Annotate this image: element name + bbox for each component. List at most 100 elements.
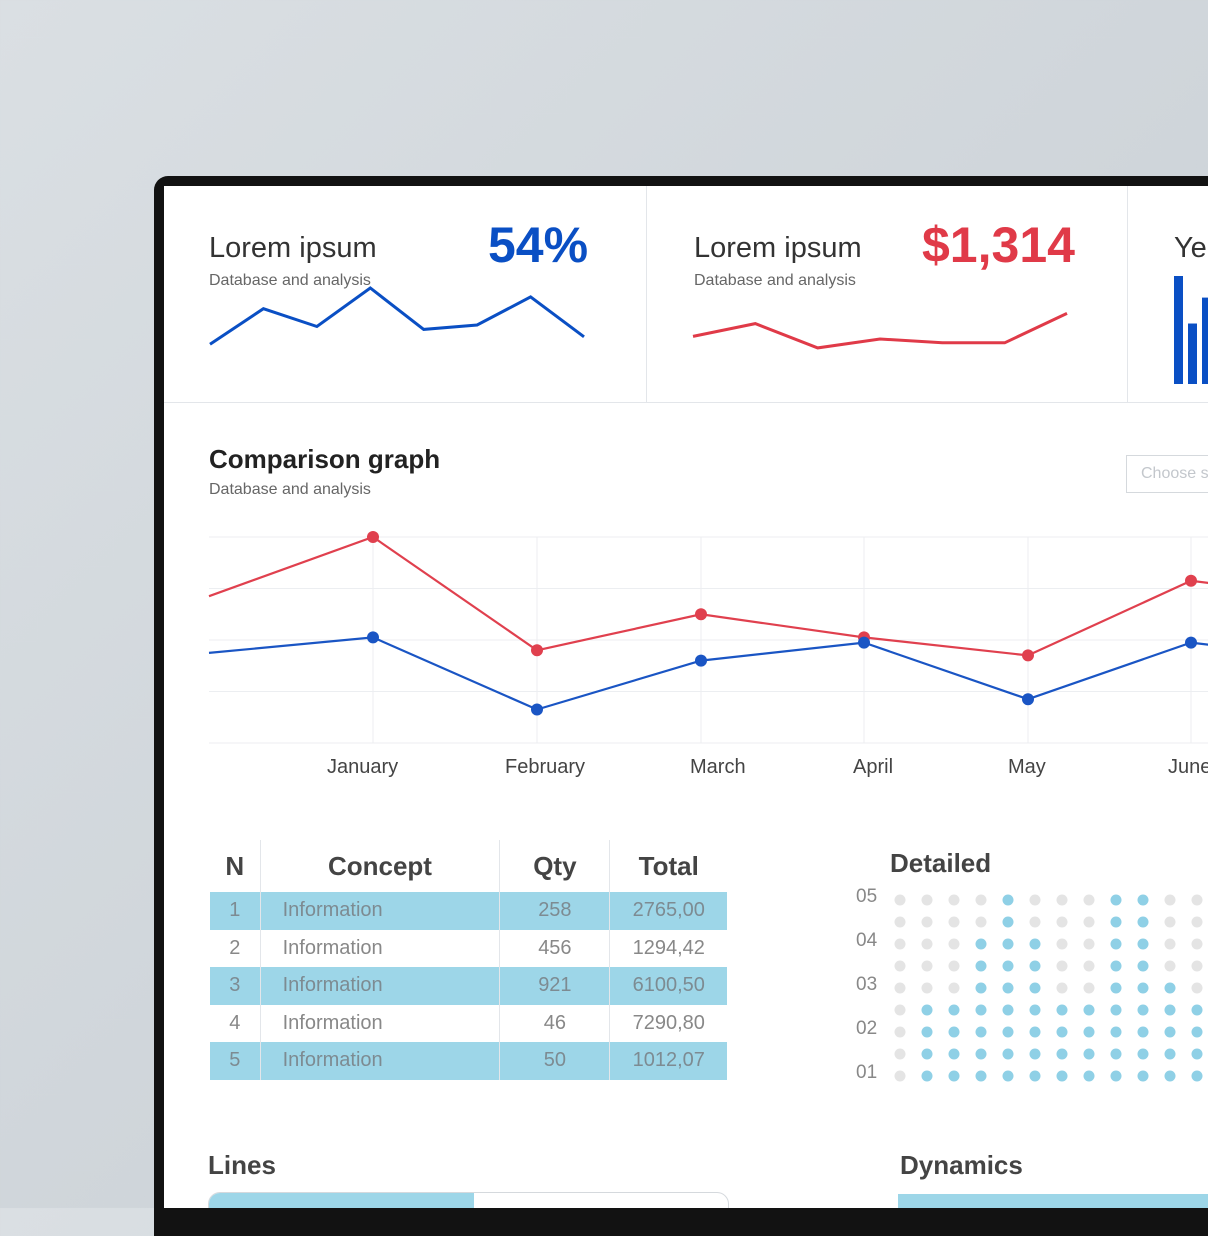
matrix-dot (1110, 938, 1122, 950)
matrix-dot (948, 916, 960, 928)
matrix-dot (894, 1004, 906, 1016)
table-cell: 7290,80 (632, 1011, 705, 1034)
matrix-dot (1083, 960, 1095, 972)
matrix-dot (948, 982, 960, 994)
matrix-dot (948, 938, 960, 950)
bar (1202, 297, 1208, 384)
matrix-dot (921, 1004, 933, 1016)
card-title: Lorem ipsum (694, 232, 862, 264)
table-cell: Information (260, 967, 500, 1005)
matrix-dot (948, 894, 960, 906)
table-cell: 2765,00 (609, 892, 727, 930)
matrix-dot (975, 894, 987, 906)
matrix-dot (1002, 894, 1014, 906)
matrix-dot (1137, 916, 1149, 928)
matrix-dot (921, 1048, 933, 1060)
matrix-dot (1083, 1004, 1095, 1016)
matrix-dot (921, 982, 933, 994)
lines-title: Lines (208, 1150, 276, 1180)
matrix-dot (1056, 938, 1068, 950)
card-title: Lorem ipsum (209, 232, 377, 264)
matrix-dot (1137, 1048, 1149, 1060)
table-cell: 921 (499, 967, 611, 1005)
table-cell: 258 (499, 892, 611, 930)
card-value: $1,314 (922, 217, 1075, 273)
matrix-dot (921, 960, 933, 972)
table-cell: 4 (210, 1004, 261, 1042)
matrix-dot (1191, 1004, 1203, 1016)
period-select[interactable]: Choose s (1126, 455, 1208, 493)
matrix-dot (1110, 916, 1122, 928)
matrix-dot (1029, 960, 1041, 972)
matrix-dot (975, 916, 987, 928)
x-tick-label: April (853, 756, 894, 778)
matrix-dot (1110, 1070, 1122, 1082)
table-row: 2 Information 456 1294,42 (210, 929, 727, 967)
header-n: N (210, 840, 261, 892)
matrix-dot (1110, 1048, 1122, 1060)
stat-card-3: Ye (1128, 186, 1208, 403)
comparison-chart (208, 531, 1208, 744)
bar (1188, 323, 1197, 384)
data-point (1022, 693, 1034, 706)
series-line (208, 636, 1208, 711)
table-row: 4 Information 46 7290,80 (210, 1004, 727, 1042)
y-tick-label: 03 (856, 974, 878, 995)
comparison-title: Comparison graph (209, 444, 441, 474)
matrix-dot (921, 1026, 933, 1038)
matrix-dot (1083, 1070, 1095, 1082)
data-point (367, 531, 379, 543)
table-cell: 2 (210, 929, 261, 967)
matrix-dot (1110, 894, 1122, 906)
matrix-dot (1083, 1048, 1095, 1060)
data-point (1022, 649, 1034, 662)
comparison-subtitle: Database and analysis (209, 481, 371, 498)
table-cell: Information (260, 1042, 500, 1080)
matrix-dot (1191, 1048, 1203, 1060)
table-cell: 6100,50 (609, 967, 727, 1005)
matrix-dot (894, 982, 906, 994)
x-tick-label: March (690, 756, 746, 778)
matrix-dot (1164, 1004, 1176, 1016)
chart-series (208, 531, 1208, 716)
matrix-dot (921, 938, 933, 950)
matrix-dot (894, 1070, 906, 1082)
matrix-dot (1056, 1026, 1068, 1038)
matrix-dot (1056, 1004, 1068, 1016)
matrix-dot (1137, 894, 1149, 906)
matrix-dot (975, 1070, 987, 1082)
matrix-dot (1002, 1004, 1014, 1016)
table-cell: Information (260, 892, 500, 930)
matrix-dot (1002, 916, 1014, 928)
lines-progress-bar (208, 1192, 729, 1208)
matrix-dot (1056, 916, 1068, 928)
matrix-dot (1164, 916, 1176, 928)
data-point (531, 703, 543, 716)
table-cell: Information (282, 1011, 383, 1034)
matrix-dot (948, 1026, 960, 1038)
table-cell: Information (282, 936, 383, 959)
matrix-dot (1083, 982, 1095, 994)
table-cell: 1294,42 (632, 936, 705, 959)
matrix-dot (948, 1048, 960, 1060)
table-row: 5 Information 50 1012,07 (210, 1042, 727, 1080)
matrix-dot (1029, 1048, 1041, 1060)
x-tick-label: January (327, 756, 399, 778)
header-total: Total (638, 850, 699, 881)
table-row: 3 Information 921 6100,50 (210, 967, 727, 1005)
matrix-dot (1110, 982, 1122, 994)
matrix-dot (894, 916, 906, 928)
matrix-dot (1029, 894, 1041, 906)
matrix-dot (1056, 894, 1068, 906)
matrix-dot (1056, 1070, 1068, 1082)
data-point (367, 631, 379, 644)
table-cell: 1 (210, 892, 261, 930)
y-tick-label: 05 (856, 886, 878, 907)
table-cell: 50 (499, 1042, 611, 1080)
matrix-dot (1137, 982, 1149, 994)
x-tick-label: February (505, 756, 586, 778)
matrix-dot (1056, 982, 1068, 994)
bar (1174, 276, 1183, 384)
table-cell: 456 (499, 929, 611, 967)
chart-grid (209, 536, 1208, 744)
